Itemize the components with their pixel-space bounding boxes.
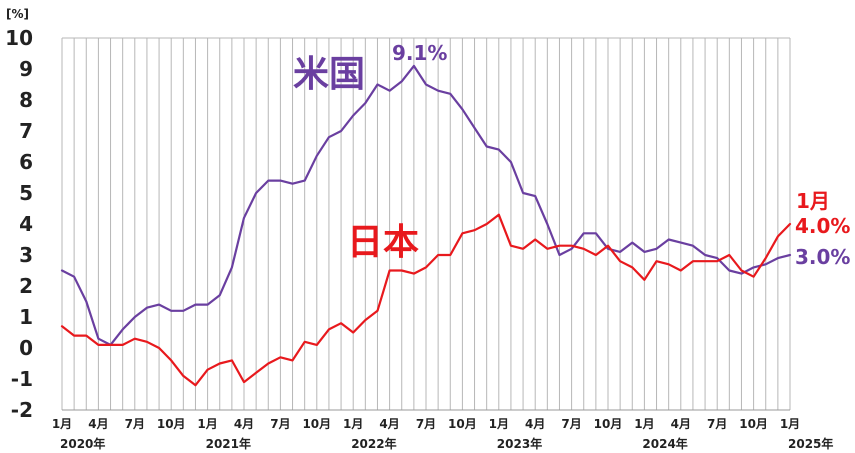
y-tick-label: 7 [19,119,33,143]
us-peak-label: 9.1% [392,41,447,65]
x-tick-label: 4月 [671,417,691,431]
x-tick-label: 4月 [234,417,254,431]
x-tick-label: 7月 [707,417,727,431]
year-label: 2022年 [351,436,396,451]
x-tick-label: 7月 [270,417,290,431]
x-tick-label: 10月 [448,417,477,431]
series-label-japan: 日本 [347,222,419,263]
x-tick-label: 1月 [197,417,217,431]
x-tick-label: 10月 [594,417,623,431]
japan-latest-label: 4.0% [795,214,850,238]
y-axis-unit-label: [%] [6,7,29,21]
x-tick-label: 4月 [379,417,399,431]
y-tick-label: 3 [19,243,33,267]
year-label: 2025年 [788,436,833,451]
y-tick-label: 4 [19,212,33,236]
y-tick-label: 6 [19,150,33,174]
year-label: 2020年 [60,436,105,451]
x-axis: 1月 4月 7月 10月 1月 4月 7月 10月 1月 4月 7月 10月 1月 4月 7月 10月 1月 4月… [52,417,834,451]
x-tick-label: 4月 [525,417,545,431]
gridlines [61,37,791,411]
x-tick-label: 10月 [302,417,331,431]
y-tick-label: 5 [19,181,33,205]
x-tick-label: 10月 [157,417,186,431]
series-line-us [60,64,792,346]
us-latest-label: 3.0% [795,245,850,269]
japan-latest-month-label: 1月 [796,189,830,213]
y-tick-label: -2 [11,398,33,422]
y-tick-label: 9 [19,57,33,81]
x-tick-label: 4月 [88,417,108,431]
x-tick-label: 7月 [561,417,581,431]
year-label: 2023年 [497,436,542,451]
y-tick-label: 0 [19,336,33,360]
x-tick-label: 1月 [489,417,509,431]
y-tick-label: 8 [19,88,33,112]
x-tick-label: 7月 [416,417,436,431]
x-tick-label: 1月 [343,417,363,431]
x-tick-label: 1月 [52,417,72,431]
y-tick-label: 2 [19,274,33,298]
series-label-us: 米国 [293,54,365,95]
x-tick-label: 10月 [739,417,768,431]
x-tick-label: 7月 [125,417,145,431]
year-label: 2021年 [206,436,251,451]
series-line-japan [60,213,792,387]
y-tick-label: 1 [19,305,33,329]
x-tick-label: 1月 [780,417,800,431]
x-tick-label: 1月 [634,417,654,431]
y-tick-label: -1 [11,367,33,391]
series-layer [60,64,792,387]
year-label: 2024年 [642,436,687,451]
y-tick-label: 10 [5,26,33,50]
